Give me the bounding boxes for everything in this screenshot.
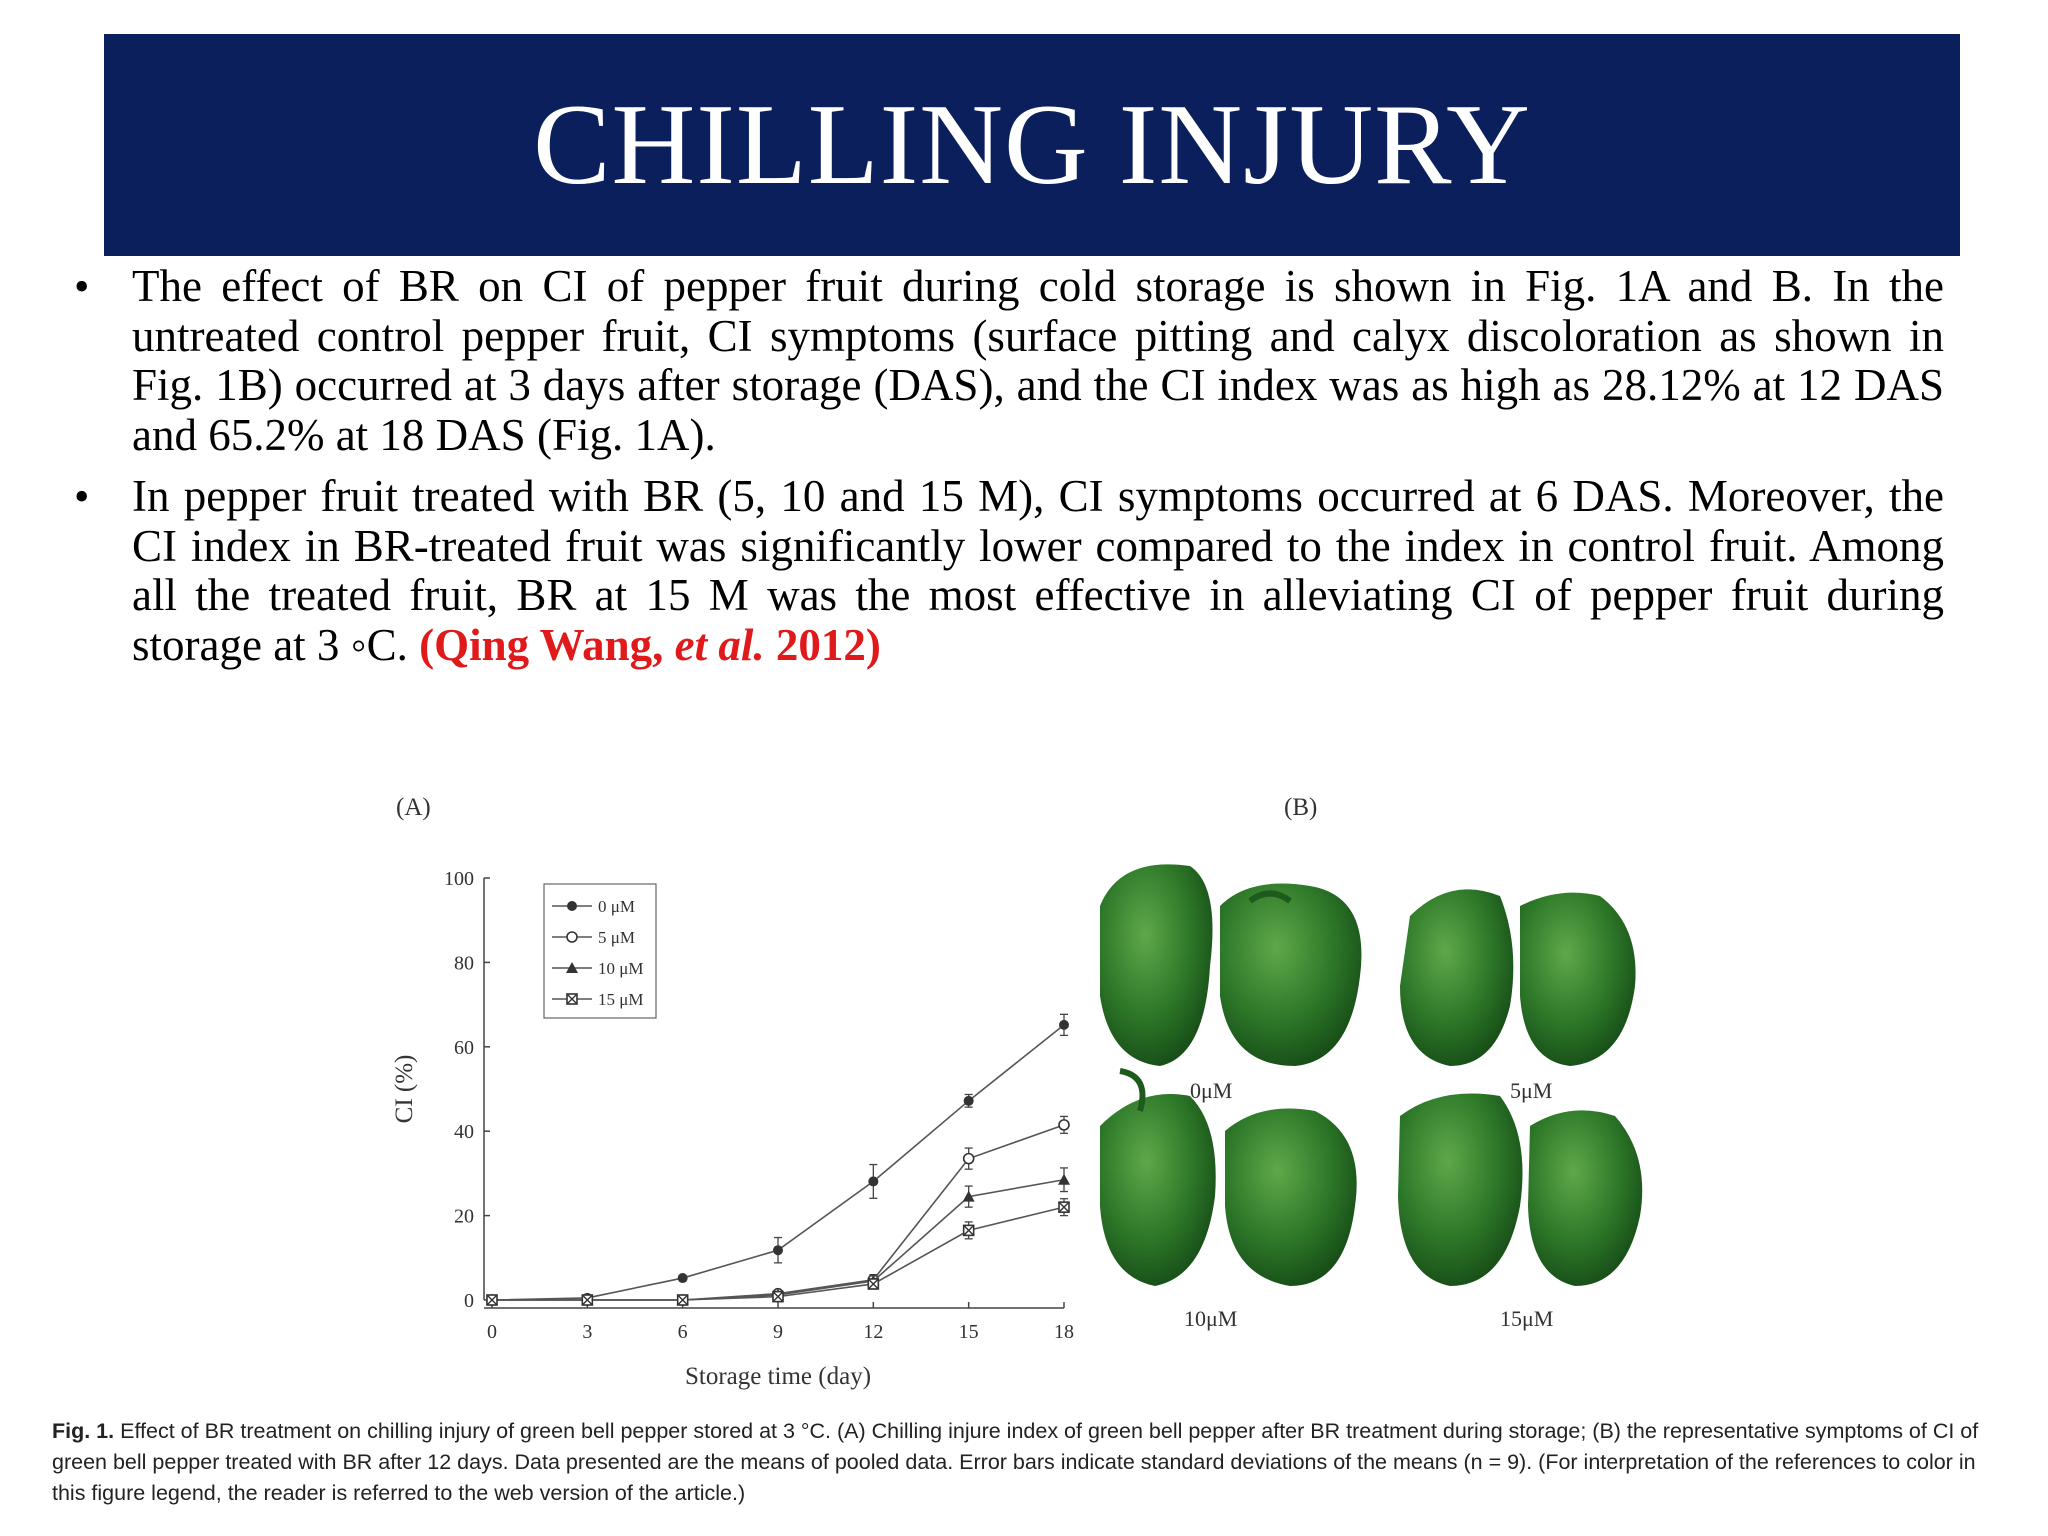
y-tick-label: 0 bbox=[464, 1290, 474, 1312]
data-point-3-2 bbox=[676, 1294, 689, 1306]
panel-a-label: (A) bbox=[396, 794, 431, 821]
pepper-photos bbox=[1100, 864, 1643, 1286]
y-tick-label: 60 bbox=[454, 1037, 474, 1059]
bullet-item: • In pepper fruit treated with BR (5, 10… bbox=[52, 471, 1952, 670]
x-tick-label: 12 bbox=[863, 1321, 883, 1343]
pepper-label-10um: 10μM bbox=[1184, 1306, 1238, 1331]
panel-b-label: (B) bbox=[1284, 794, 1318, 821]
x-tick-label: 6 bbox=[678, 1321, 688, 1343]
data-point-3-1 bbox=[581, 1294, 594, 1306]
legend-marker-2 bbox=[566, 962, 578, 973]
data-point-3-5 bbox=[962, 1224, 975, 1237]
pepper-label-5um: 5μM bbox=[1510, 1078, 1553, 1103]
data-point-0-3 bbox=[773, 1245, 783, 1256]
title-bar: CHILLING INJURY bbox=[104, 34, 1960, 256]
data-point-3-0 bbox=[486, 1294, 498, 1306]
data-point-0-4 bbox=[868, 1176, 879, 1187]
caption-label: Fig. 1. bbox=[52, 1419, 115, 1443]
data-point-0-2 bbox=[677, 1273, 688, 1284]
x-tick-label: 9 bbox=[773, 1321, 783, 1343]
data-point-2-5 bbox=[962, 1190, 975, 1202]
data-point-3-3 bbox=[772, 1290, 784, 1303]
y-axis-label: CI (%) bbox=[391, 1055, 418, 1124]
bullet-dot-icon: • bbox=[74, 262, 90, 311]
legend-label-2: 10 μM bbox=[598, 959, 643, 978]
bullet-list: • The effect of BR on CI of pepper fruit… bbox=[52, 261, 1952, 682]
data-point-0-6 bbox=[1059, 1019, 1069, 1030]
slide-title: CHILLING INJURY bbox=[533, 81, 1531, 209]
caption-text: Effect of BR treatment on chilling injur… bbox=[52, 1419, 1979, 1505]
data-point-0-5 bbox=[963, 1095, 974, 1106]
legend-marker-3 bbox=[566, 993, 578, 1005]
pepper-group-0um bbox=[1100, 864, 1362, 1066]
bullet-dot-icon: • bbox=[74, 472, 90, 521]
pepper-group-15um bbox=[1398, 1093, 1643, 1286]
citation: (Qing Wang, et al. 2012) bbox=[419, 620, 881, 670]
pepper-group-5um bbox=[1400, 889, 1636, 1066]
x-tick-label: 3 bbox=[582, 1321, 592, 1343]
figure-caption: Fig. 1. Effect of BR treatment on chilli… bbox=[52, 1416, 2012, 1509]
citation-etal: et al. bbox=[674, 619, 765, 670]
data-point-1-5 bbox=[962, 1152, 975, 1165]
legend-label-3: 15 μM bbox=[598, 990, 643, 1009]
x-axis-label: Storage time (day) bbox=[685, 1363, 871, 1390]
y-tick-label: 40 bbox=[454, 1121, 474, 1143]
pepper-label-0um: 0μM bbox=[1190, 1078, 1233, 1103]
x-tick-label: 15 bbox=[959, 1321, 979, 1343]
pepper-label-15um: 15μM bbox=[1500, 1306, 1554, 1331]
bullet-text-2-body: In pepper fruit treated with BR (5, 10 a… bbox=[132, 471, 1944, 670]
y-tick-label: 80 bbox=[454, 952, 474, 974]
citation-suffix: 2012) bbox=[764, 619, 881, 670]
legend-label-1: 5 μM bbox=[598, 928, 635, 947]
legend-marker-1 bbox=[566, 931, 578, 943]
legend-label-0: 0 μM bbox=[598, 897, 635, 916]
y-tick-label: 20 bbox=[454, 1206, 474, 1228]
data-point-3-4 bbox=[867, 1278, 880, 1290]
pepper-photo-panel: 0μM 5μM 10μM 15μM bbox=[1080, 846, 1700, 1331]
x-tick-label: 18 bbox=[1054, 1321, 1074, 1343]
bullet-item: • The effect of BR on CI of pepper fruit… bbox=[52, 261, 1952, 460]
ci-line-chart: 0 20 40 60 80 100 0 3 6 9 12 15 18 Storage time (day)… bbox=[391, 868, 1074, 1390]
series-line-1 bbox=[492, 1124, 1065, 1301]
bullet-text-2: In pepper fruit treated with BR (5, 10 a… bbox=[132, 471, 1944, 670]
x-tick-label: 0 bbox=[487, 1321, 497, 1343]
data-point-2-6 bbox=[1058, 1173, 1070, 1185]
bullet-text-1: The effect of BR on CI of pepper fruit d… bbox=[132, 261, 1944, 460]
legend-marker-0 bbox=[567, 901, 577, 911]
citation-prefix: (Qing Wang, bbox=[419, 619, 675, 670]
pepper-group-10um bbox=[1100, 1068, 1357, 1286]
data-point-1-6 bbox=[1058, 1119, 1070, 1131]
y-tick-label: 100 bbox=[444, 868, 474, 890]
data-point-3-6 bbox=[1058, 1201, 1070, 1213]
